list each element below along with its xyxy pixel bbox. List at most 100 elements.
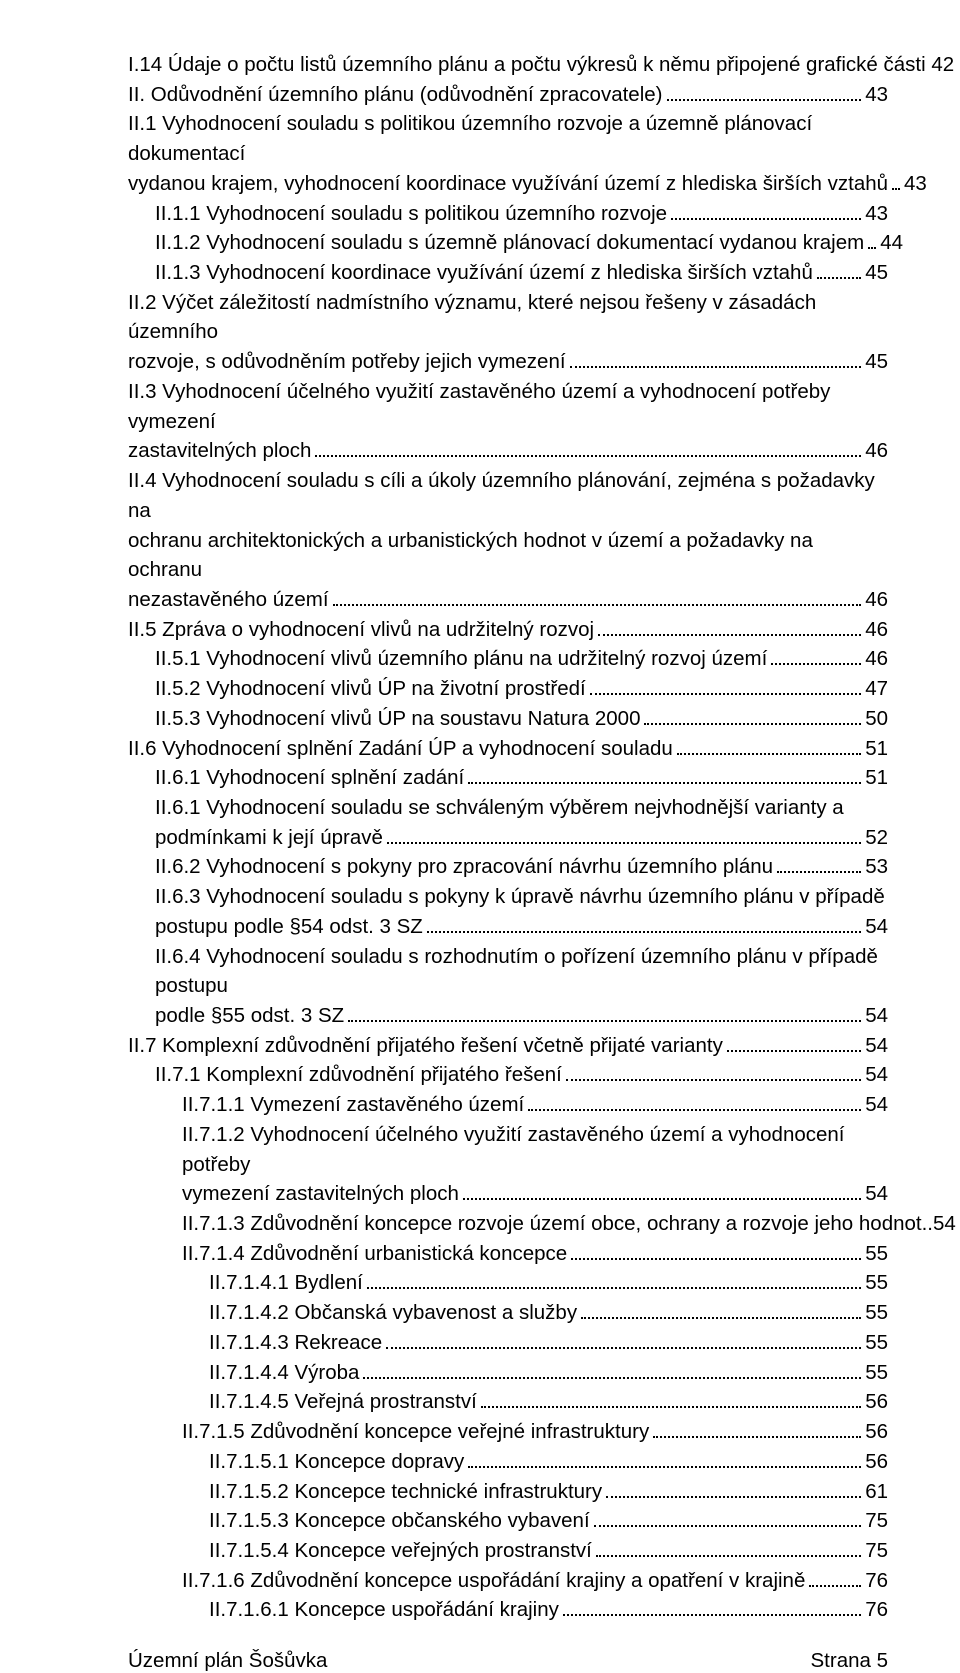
toc-title: II.5 Zpráva o vyhodnocení vlivů na udrži… [128, 615, 594, 645]
page: I.14 Údaje o počtu listů územního plánu … [0, 0, 960, 1476]
toc-entry[interactable]: II.7.1.3 Zdůvodnění koncepce rozvoje úze… [128, 1209, 888, 1239]
toc-page-number: 55 [865, 1268, 888, 1298]
toc-page-number: 75 [865, 1506, 888, 1536]
toc-leader-dots [463, 1181, 861, 1200]
toc-title: II.7.1.5 Zdůvodnění koncepce veřejné inf… [182, 1417, 649, 1447]
toc-entry[interactable]: II.7.1.4.4 Výroba55 [128, 1358, 888, 1388]
toc-last-line: vydanou krajem, vyhodnocení koordinace v… [128, 169, 927, 199]
toc-page-number: 54 [865, 1090, 888, 1120]
toc-entry[interactable]: II.5.1 Vyhodnocení vlivů územního plánu … [128, 644, 888, 674]
toc-page-number: 54 [865, 1031, 888, 1061]
toc-leader-dots [671, 200, 861, 219]
toc-leader-dots [596, 1538, 861, 1557]
toc-title: II.6 Vyhodnocení splnění Zadání ÚP a vyh… [128, 734, 673, 764]
toc-title: ochranu architektonických a urbanistický… [128, 526, 888, 585]
toc-title: II.5.3 Vyhodnocení vlivů ÚP na soustavu … [155, 704, 640, 734]
toc-last-line: vymezení zastavitelných ploch54 [182, 1179, 888, 1209]
toc-leader-dots [598, 616, 861, 635]
toc-entry[interactable]: II.7.1.5.4 Koncepce veřejných prostranst… [128, 1536, 888, 1566]
toc-title: II.6.3 Vyhodnocení souladu s pokyny k úp… [155, 882, 888, 912]
toc-entry[interactable]: II.2 Výčet záležitostí nadmístního význa… [128, 288, 888, 377]
toc-leader-dots [653, 1419, 861, 1438]
toc-title: II.1.1 Vyhodnocení souladu s politikou ú… [155, 199, 667, 229]
toc-page-number: 75 [865, 1536, 888, 1566]
toc-title: II.7.1.5.3 Koncepce občanského vybavení [209, 1506, 590, 1536]
toc-entry[interactable]: II.3 Vyhodnocení účelného využití zastav… [128, 377, 888, 466]
toc-title: II.6.2 Vyhodnocení s pokyny pro zpracová… [155, 852, 773, 882]
toc-entry[interactable]: II.1.1 Vyhodnocení souladu s politikou ú… [128, 199, 888, 229]
toc-entry[interactable]: II.7 Komplexní zdůvodnění přijatého řeše… [128, 1031, 888, 1061]
toc-entry[interactable]: II.5.2 Vyhodnocení vlivů ÚP na životní p… [128, 674, 888, 704]
toc-entry[interactable]: I.14 Údaje o počtu listů územního plánu … [128, 50, 888, 80]
toc-entry[interactable]: II.7.1.4.3 Rekreace55 [128, 1328, 888, 1358]
toc-entry[interactable]: II.7.1.5 Zdůvodnění koncepce veřejné inf… [128, 1417, 888, 1447]
toc-leader-dots [667, 81, 862, 100]
toc-entry[interactable]: II.5 Zpráva o vyhodnocení vlivů na udrži… [128, 615, 888, 645]
toc-entry[interactable]: II.6.1 Vyhodnocení splnění zadání51 [128, 763, 888, 793]
toc-entry[interactable]: II.7.1.4 Zdůvodnění urbanistická koncepc… [128, 1239, 888, 1269]
toc-entry[interactable]: II.7.1.6.1 Koncepce uspořádání krajiny76 [128, 1595, 888, 1625]
toc-leader-dots [427, 913, 861, 932]
toc-title: II.7.1 Komplexní zdůvodnění přijatého ře… [155, 1060, 562, 1090]
toc-page-number: 45 [865, 347, 888, 377]
toc-page-number: 51 [865, 734, 888, 764]
toc-entry[interactable]: II.5.3 Vyhodnocení vlivů ÚP na soustavu … [128, 704, 888, 734]
toc-leader-dots [571, 1240, 861, 1259]
toc-title: II.7.1.4.2 Občanská vybavenost a služby [209, 1298, 577, 1328]
toc-leader-dots [566, 1062, 861, 1081]
toc-entry[interactable]: II.1.2 Vyhodnocení souladu s územně plán… [128, 228, 888, 258]
toc-leader-dots [644, 705, 861, 724]
toc-title: II.6.1 Vyhodnocení souladu se schváleným… [155, 793, 888, 823]
toc-last-line: nezastavěného území46 [128, 585, 888, 615]
toc-entry[interactable]: II.7.1.5.2 Koncepce technické infrastruk… [128, 1477, 888, 1507]
toc-leader-dots [315, 438, 861, 457]
toc-page-number: 53 [865, 852, 888, 882]
toc-entry[interactable]: II.7.1.4.2 Občanská vybavenost a služby5… [128, 1298, 888, 1328]
toc-entry[interactable]: II.7.1 Komplexní zdůvodnění přijatého ře… [128, 1060, 888, 1090]
toc-entry[interactable]: II.7.1.6 Zdůvodnění koncepce uspořádání … [128, 1566, 888, 1596]
toc-leader-dots [590, 676, 861, 695]
toc-leader-dots [868, 230, 876, 249]
toc-title: II.7.1.4 Zdůvodnění urbanistická koncepc… [182, 1239, 567, 1269]
toc-last-line: zastavitelných ploch46 [128, 436, 888, 466]
toc-page-number: 42 [931, 50, 954, 80]
toc-entry[interactable]: II.7.1.2 Vyhodnocení účelného využití za… [128, 1120, 888, 1209]
toc-entry[interactable]: II.7.1.4.5 Veřejná prostranství56 [128, 1387, 888, 1417]
toc-title: rozvoje, s odůvodněním potřeby jejich vy… [128, 347, 566, 377]
toc-entry[interactable]: II.6.4 Vyhodnocení souladu s rozhodnutím… [128, 942, 888, 1031]
toc-entry[interactable]: II.6 Vyhodnocení splnění Zadání ÚP a vyh… [128, 734, 888, 764]
toc-page-number: 52 [865, 823, 888, 853]
toc-title: II.7.1.5.1 Koncepce dopravy [209, 1447, 464, 1477]
toc-entry[interactable]: II.7.1.5.3 Koncepce občanského vybavení 7… [128, 1506, 888, 1536]
toc-entry[interactable]: II.7.1.4.1 Bydlení 55 [128, 1268, 888, 1298]
toc-entry[interactable]: II. Odůvodnění územního plánu (odůvodněn… [128, 80, 888, 110]
toc-entry[interactable]: II.4 Vyhodnocení souladu s cíli a úkoly … [128, 466, 888, 615]
toc-page-number: 55 [865, 1328, 888, 1358]
toc-leader-dots [563, 1597, 861, 1616]
toc-entry[interactable]: II.1.3 Vyhodnocení koordinace využívání … [128, 258, 888, 288]
toc-leader-dots [528, 1092, 861, 1111]
toc-title: II.4 Vyhodnocení souladu s cíli a úkoly … [128, 466, 888, 525]
toc-leader-dots [387, 824, 861, 843]
toc-leader-dots [677, 735, 861, 754]
toc-title: II.7.1.4.1 Bydlení [209, 1268, 363, 1298]
toc-page-number: 56 [865, 1387, 888, 1417]
toc-title: II.7 Komplexní zdůvodnění přijatého řeše… [128, 1031, 723, 1061]
toc-leader-dots: .. [922, 1209, 933, 1239]
toc-page-number: 76 [865, 1595, 888, 1625]
toc-page-number: 47 [865, 674, 888, 704]
toc-entry[interactable]: II.1 Vyhodnocení souladu s politikou úze… [128, 109, 888, 198]
toc-page-number: 54 [865, 912, 888, 942]
toc-page-number: 54 [865, 1179, 888, 1209]
footer-right: Strana 5 [811, 1649, 889, 1673]
toc-entry[interactable]: II.6.2 Vyhodnocení s pokyny pro zpracová… [128, 852, 888, 882]
toc-page-number: 44 [880, 228, 903, 258]
toc-entry[interactable]: II.7.1.5.1 Koncepce dopravy56 [128, 1447, 888, 1477]
toc-entry[interactable]: II.7.1.1 Vymezení zastavěného území54 [128, 1090, 888, 1120]
toc-last-line: podmínkami k její úpravě52 [155, 823, 888, 853]
toc-entry[interactable]: II.6.3 Vyhodnocení souladu s pokyny k úp… [128, 882, 888, 941]
toc-entry[interactable]: II.6.1 Vyhodnocení souladu se schváleným… [128, 793, 888, 852]
toc-last-line: rozvoje, s odůvodněním potřeby jejich vy… [128, 347, 888, 377]
toc-leader-dots [570, 349, 862, 368]
toc-title: II.2 Výčet záležitostí nadmístního význa… [128, 288, 888, 347]
